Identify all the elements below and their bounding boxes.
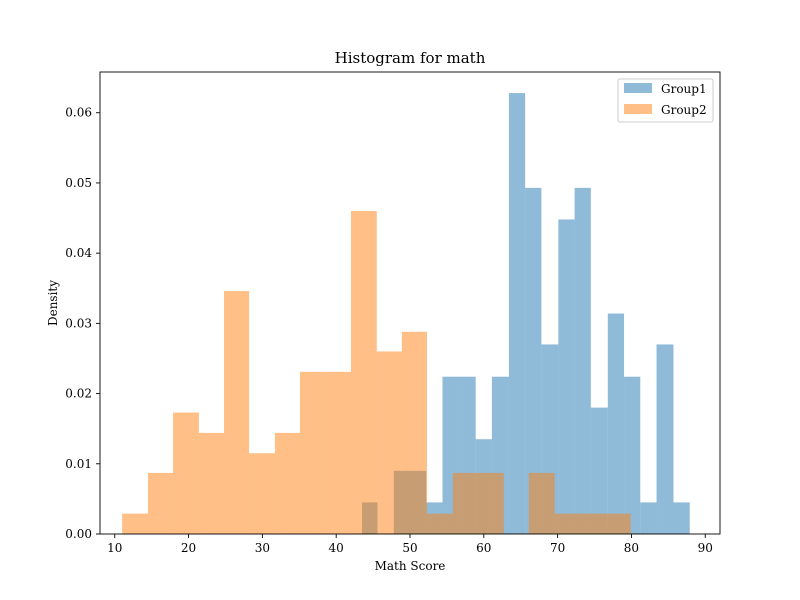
group2-bar-6	[274, 432, 301, 534]
y-tick-label-6: 0.06	[65, 106, 92, 120]
legend-label-group2: Group2	[661, 103, 707, 117]
legend-label-group1: Group1	[661, 82, 707, 96]
x-tick-label-80: 80	[624, 541, 639, 555]
group1-bar-15	[607, 313, 625, 534]
y-tick-label-1: 0.01	[65, 457, 92, 471]
x-tick-label-20: 20	[181, 541, 196, 555]
x-tick-label-50: 50	[402, 541, 417, 555]
group2-bar-2	[173, 412, 199, 534]
y-axis-label: Density	[46, 280, 60, 326]
group2-bar-14	[477, 472, 504, 534]
legend: Group1 Group2	[617, 78, 714, 123]
bars-layer	[122, 93, 690, 534]
group2-bar-10	[376, 351, 402, 534]
y-tick-label-2: 0.02	[65, 387, 92, 401]
group2-bar-13	[452, 472, 478, 534]
group2-bar-11	[401, 331, 427, 534]
group2-bar-1	[147, 472, 174, 534]
y-tick-label-3: 0.03	[65, 316, 92, 330]
group1-bar-14	[590, 407, 608, 534]
y-axis-ticks: 0.00 0.01 0.02 0.03 0.04 0.05 0.06	[65, 106, 100, 541]
group2-bar-3	[198, 432, 224, 534]
x-axis-ticks: 10 20 30 40 50 60 70 80 90	[107, 534, 713, 555]
group1-bar-16	[624, 376, 641, 534]
group2-bar-8	[325, 371, 351, 534]
group1-bar-9	[508, 93, 526, 534]
group2-bar-5	[249, 453, 275, 534]
x-tick-label-10: 10	[107, 541, 122, 555]
x-tick-label-30: 30	[255, 541, 270, 555]
group2-bar-7	[300, 371, 326, 534]
y-tick-label-5: 0.05	[65, 176, 92, 190]
x-axis-label: Math Score	[375, 559, 446, 573]
series-group2	[122, 211, 631, 534]
group1-bar-13	[574, 187, 591, 534]
chart-title: Histogram for math	[335, 49, 486, 67]
y-tick-label-4: 0.04	[65, 246, 92, 260]
group2-bar-19	[604, 513, 631, 534]
group1-bar-10	[525, 187, 542, 534]
legend-swatch-group1	[624, 83, 652, 93]
group1-bar-19	[673, 502, 690, 534]
legend-swatch-group2	[624, 104, 652, 114]
group2-bar-4	[224, 291, 250, 534]
group2-bar-0	[122, 513, 148, 534]
group1-bar-12	[558, 219, 575, 534]
group2-bar-9	[350, 211, 377, 534]
group2-bar-17	[554, 513, 580, 534]
group1-bar-17	[640, 502, 657, 534]
y-tick-label-0: 0.00	[65, 527, 92, 541]
x-tick-label-60: 60	[476, 541, 491, 555]
group2-bar-18	[579, 513, 605, 534]
x-tick-label-70: 70	[550, 541, 565, 555]
x-tick-label-90: 90	[698, 541, 713, 555]
group2-bar-12	[426, 513, 453, 534]
group2-bar-16	[528, 472, 555, 534]
x-tick-label-40: 40	[329, 541, 344, 555]
group1-bar-18	[656, 344, 674, 534]
